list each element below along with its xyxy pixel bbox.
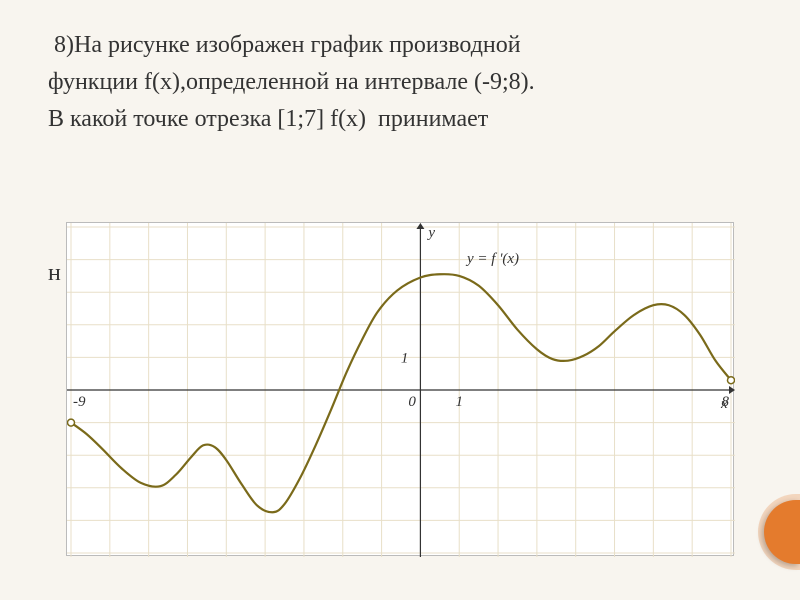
chart-axes (67, 223, 735, 557)
stray-letter: н (48, 260, 61, 287)
derivative-chart: 0yxy = f '(x)-9181 (66, 222, 734, 556)
svg-text:y = f '(x): y = f '(x) (465, 251, 519, 267)
chart-svg: 0yxy = f '(x)-9181 (67, 223, 735, 557)
svg-text:0: 0 (408, 394, 416, 410)
chart-curve (68, 274, 735, 512)
svg-text:y: y (426, 225, 435, 241)
problem-line-2: функции f(x),определенной на интервале (… (48, 65, 760, 100)
slide-accent-tab (764, 500, 800, 564)
problem-line-1: 8)На рисунке изображен график производно… (48, 28, 760, 63)
svg-text:8: 8 (722, 394, 730, 410)
svg-text:1: 1 (455, 394, 463, 410)
problem-line-3: В какой точке отрезка [1;7] f(x) принима… (48, 102, 760, 137)
svg-text:1: 1 (401, 350, 409, 366)
svg-text:-9: -9 (73, 394, 86, 410)
